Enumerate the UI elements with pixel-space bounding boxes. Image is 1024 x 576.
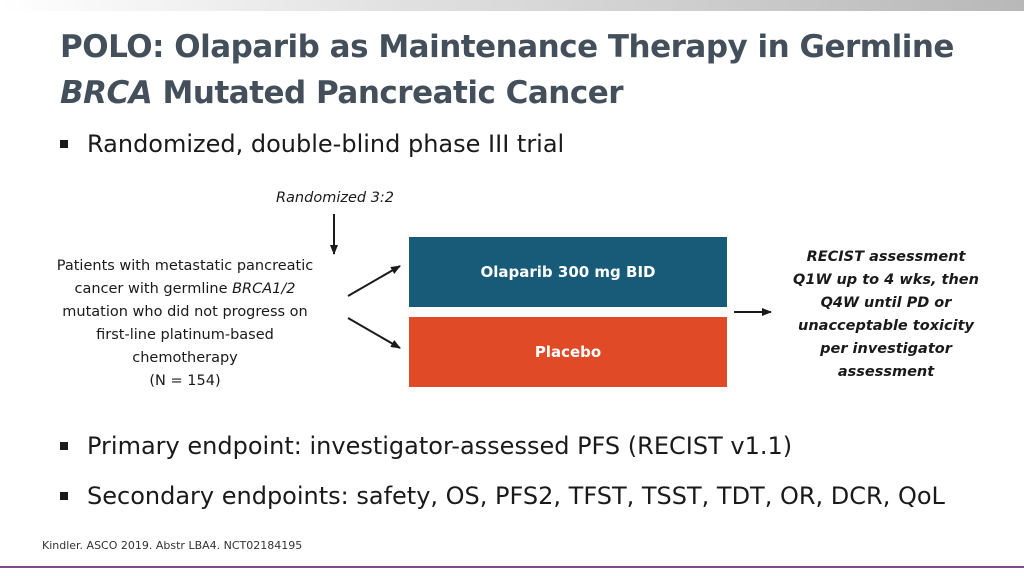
arm-olaparib: Olaparib 300 mg BID bbox=[409, 237, 727, 307]
patients-line: cancer with germline BRCA1/2 bbox=[40, 278, 330, 301]
patients-box: Patients with metastatic pancreatic canc… bbox=[40, 255, 330, 393]
bullet-text: Primary endpoint: investigator-assessed … bbox=[87, 432, 793, 460]
patients-line: chemotherapy bbox=[132, 350, 238, 366]
patients-text: cancer with germline bbox=[74, 281, 233, 297]
recist-line: assessment bbox=[837, 364, 935, 380]
arrow-to-olaparib bbox=[347, 265, 401, 297]
bullet-square-icon bbox=[60, 140, 68, 148]
header-gradient-bar bbox=[0, 0, 1024, 11]
bullet-square-icon bbox=[60, 492, 68, 500]
bullet-secondary-endpoints: Secondary endpoints: safety, OS, PFS2, T… bbox=[60, 482, 945, 510]
patients-line: mutation who did not progress on bbox=[62, 304, 308, 320]
recist-line: per investigator bbox=[820, 341, 952, 357]
bullet-trial-design: Randomized, double-blind phase III trial bbox=[60, 130, 564, 158]
arm-placebo: Placebo bbox=[409, 317, 727, 387]
bullet-primary-endpoint: Primary endpoint: investigator-assessed … bbox=[60, 432, 792, 460]
title-line-2: BRCA Mutated Pancreatic Cancer bbox=[60, 70, 980, 116]
footer-citation: Kindler. ASCO 2019. Abstr LBA4. NCT02184… bbox=[42, 539, 303, 552]
bullet-text: Randomized, double-blind phase III trial bbox=[87, 130, 565, 158]
patients-line: Patients with metastatic pancreatic bbox=[56, 258, 314, 274]
recist-line: Q1W up to 4 wks, then bbox=[793, 272, 979, 288]
patients-brca: BRCA1/2 bbox=[232, 281, 296, 297]
title-line-1: POLO: Olaparib as Maintenance Therapy in… bbox=[60, 29, 954, 65]
patients-line: first-line platinum-based bbox=[96, 327, 274, 343]
slide-title: POLO: Olaparib as Maintenance Therapy in… bbox=[60, 24, 980, 116]
bullet-text: Secondary endpoints: safety, OS, PFS2, T… bbox=[87, 482, 945, 510]
randomized-label: Randomized 3:2 bbox=[275, 190, 395, 206]
arrow-to-placebo bbox=[347, 317, 401, 349]
title-brca: BRCA bbox=[60, 75, 153, 111]
title-line-2-rest: Mutated Pancreatic Cancer bbox=[152, 75, 624, 111]
recist-line: unacceptable toxicity bbox=[798, 318, 974, 334]
patients-line: (N = 154) bbox=[149, 373, 221, 389]
recist-line: RECIST assessment bbox=[806, 249, 966, 265]
bullet-square-icon bbox=[60, 442, 68, 450]
recist-assessment: RECIST assessment Q1W up to 4 wks, then … bbox=[774, 246, 998, 384]
recist-line: Q4W until PD or bbox=[820, 295, 952, 311]
bottom-accent-line bbox=[0, 566, 1024, 568]
